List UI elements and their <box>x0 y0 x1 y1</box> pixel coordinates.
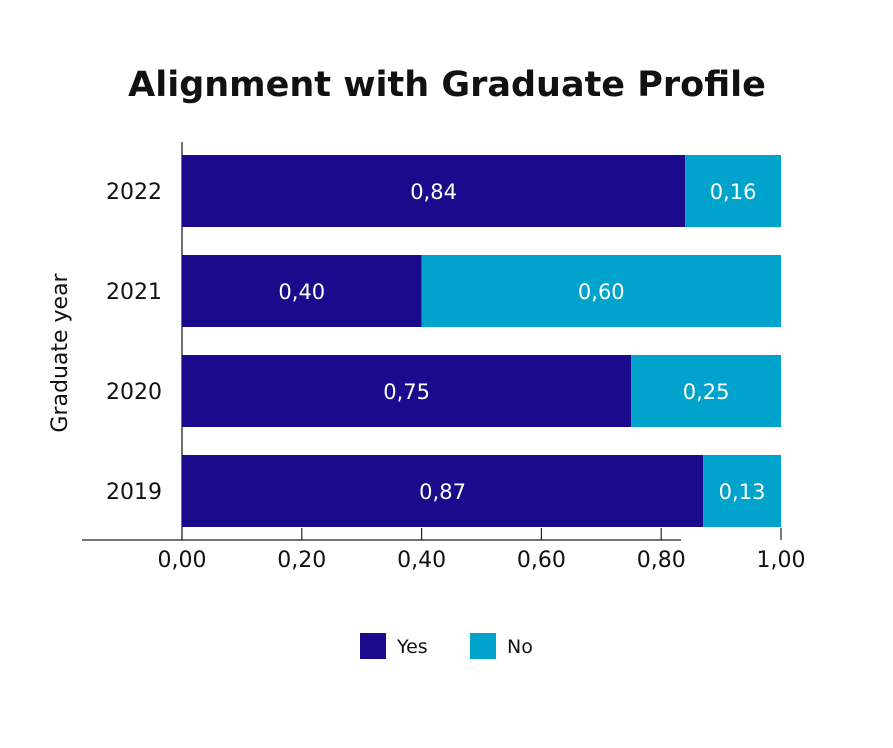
bar-no <box>703 455 781 527</box>
bar-yes <box>182 155 686 227</box>
bar-no <box>631 355 781 427</box>
legend-label: Yes <box>396 636 428 658</box>
data-label: 0,87 <box>419 480 466 504</box>
x-tick-label: 0,60 <box>517 548 566 573</box>
data-label: 0,84 <box>410 180 457 204</box>
y-tick-label: 2022 <box>106 180 162 205</box>
data-label: 0,40 <box>278 280 325 304</box>
y-tick-label: 2019 <box>106 480 162 505</box>
x-tick-label: 0,80 <box>637 548 686 573</box>
y-tick-label: 2020 <box>106 380 162 405</box>
data-label: 0,60 <box>578 280 625 304</box>
x-tick-label: 0,20 <box>277 548 326 573</box>
data-label: 0,16 <box>710 180 757 204</box>
bar-no <box>421 255 781 327</box>
legend-label: No <box>507 636 533 658</box>
data-label: 0,75 <box>383 380 430 404</box>
y-tick-label: 2021 <box>106 280 162 305</box>
x-tick-label: 0,40 <box>397 548 446 573</box>
bar-yes <box>182 455 704 527</box>
legend-swatch-yes <box>360 633 386 659</box>
x-tick-label: 1,00 <box>757 548 806 573</box>
legend: Yes No <box>360 633 533 659</box>
bar-yes <box>182 255 422 327</box>
bar-no <box>685 155 781 227</box>
chart-title: Alignment with Graduate Profile <box>128 65 766 105</box>
data-label: 0,25 <box>683 380 730 404</box>
x-tick-label: 0,00 <box>158 548 207 573</box>
y-axis-label: Graduate year <box>48 272 73 432</box>
bar-yes <box>182 355 632 427</box>
legend-swatch-no <box>470 633 496 659</box>
data-label: 0,13 <box>719 480 766 504</box>
